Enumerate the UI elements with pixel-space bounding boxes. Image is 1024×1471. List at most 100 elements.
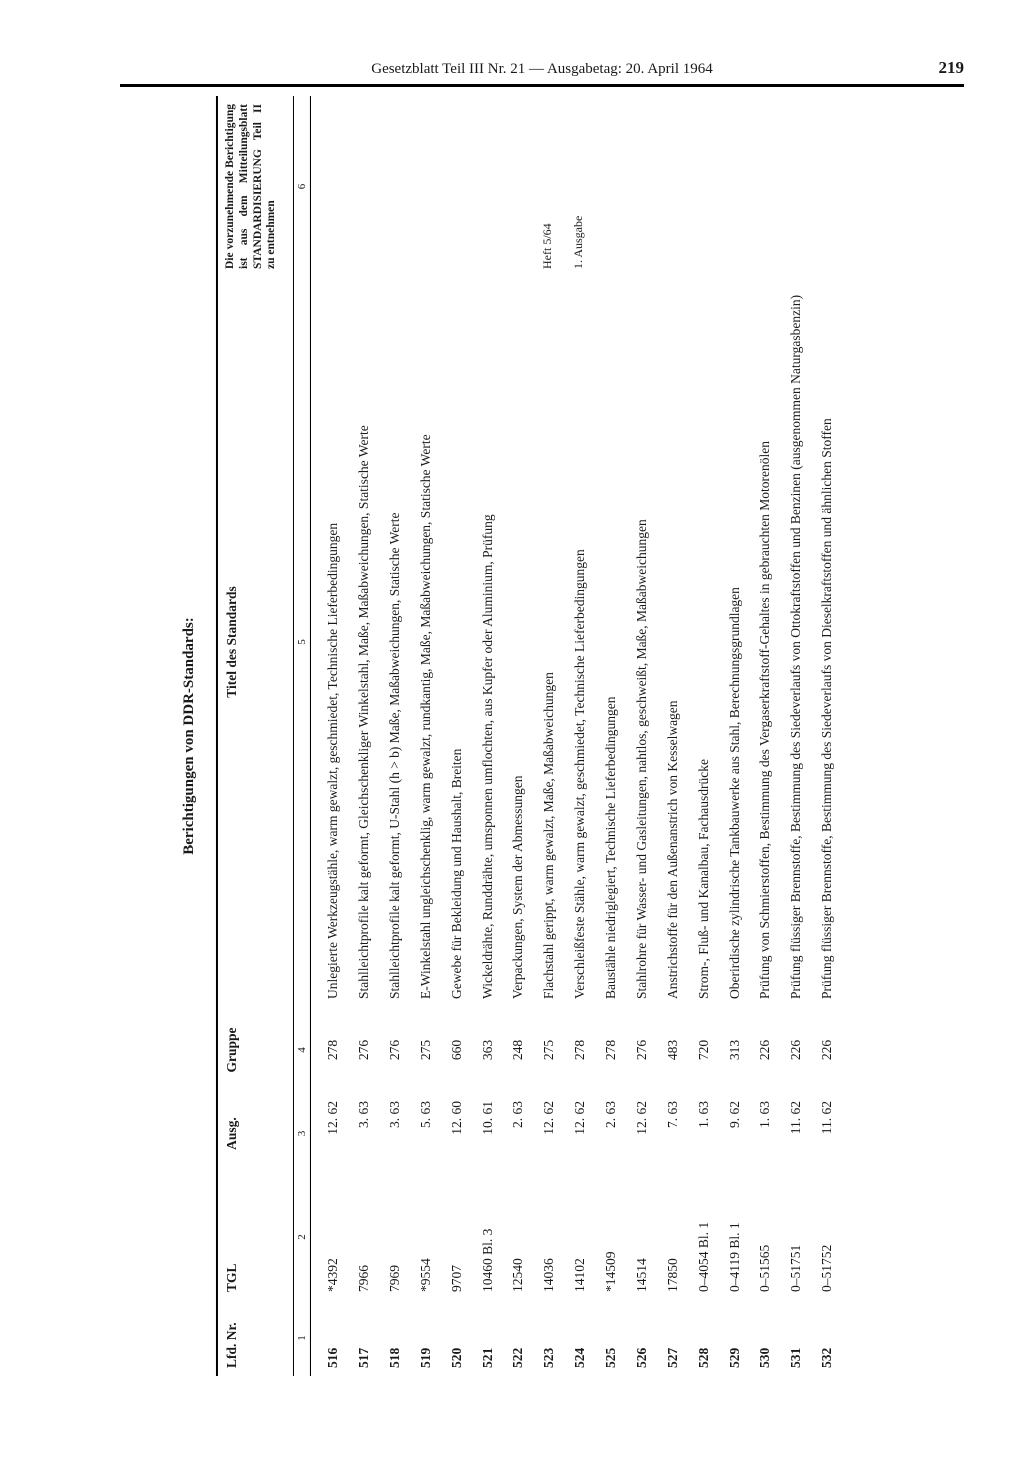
- table-row: 520970712. 60660Gewebe für Bekleidung un…: [442, 96, 473, 1376]
- cell-tgl: 10460 Bl. 3: [473, 1174, 504, 1300]
- cell-titel: Verpackungen, System der Abmessungen: [503, 277, 534, 1007]
- cell-lfd: 530: [750, 1300, 781, 1376]
- cell-lfd: 522: [503, 1300, 534, 1376]
- cell-tgl: 14514: [627, 1174, 658, 1300]
- cell-gruppe: 363: [473, 1007, 504, 1093]
- cell-lfd: 521: [473, 1300, 504, 1376]
- cell-note: [596, 96, 627, 277]
- cell-lfd: 523: [534, 1300, 565, 1376]
- subheader-6: 6: [294, 96, 311, 277]
- cell-ausg: 12. 62: [534, 1093, 565, 1174]
- cell-titel: Wickeldrähte, Runddrähte, umsponnen umfl…: [473, 277, 504, 1007]
- cell-ausg: 11. 62: [781, 1093, 812, 1174]
- cell-ausg: 2. 63: [503, 1093, 534, 1174]
- cell-titel: E-Winkelstahl ungleichschenklig, warm ge…: [411, 277, 442, 1007]
- cell-note: [380, 96, 411, 277]
- cell-gruppe: 226: [750, 1007, 781, 1093]
- table-subheader-row: 1 2 3 4 5 6: [294, 96, 311, 1376]
- cell-ausg: 12. 62: [565, 1093, 596, 1174]
- cell-note: [442, 96, 473, 277]
- cell-tgl: 0–4054 Bl. 1: [689, 1174, 720, 1300]
- cell-note: [812, 96, 843, 277]
- cell-ausg: 2. 63: [596, 1093, 627, 1174]
- cell-titel: Unlegierte Werkzeugstähle, warm gewalzt,…: [311, 277, 349, 1007]
- cell-note: [750, 96, 781, 277]
- cell-note: [411, 96, 442, 277]
- subheader-4: 4: [294, 1007, 311, 1093]
- cell-note: [658, 96, 689, 277]
- table-row: 5290–4119 Bl. 19. 62313Oberirdische zyli…: [720, 96, 751, 1376]
- cell-tgl: 14036: [534, 1174, 565, 1300]
- table-row: 516*439212. 62278Unlegierte Werkzeugstäh…: [311, 96, 349, 1376]
- cell-titel: Stahlleichtprofile kalt geformt, Gleichs…: [349, 277, 380, 1007]
- cell-tgl: 14102: [565, 1174, 596, 1300]
- cell-lfd: 526: [627, 1300, 658, 1376]
- cell-lfd: 528: [689, 1300, 720, 1376]
- cell-titel: Oberirdische zylindrische Tankbauwerke a…: [720, 277, 751, 1007]
- header-title: Gesetzblatt Teil III Nr. 21 — Ausgabetag…: [180, 61, 904, 78]
- cell-gruppe: 276: [380, 1007, 411, 1093]
- cell-titel: Prüfung flüssiger Brennstoffe, Bestimmun…: [781, 277, 812, 1007]
- cell-lfd: 531: [781, 1300, 812, 1376]
- cell-gruppe: 226: [781, 1007, 812, 1093]
- cell-tgl: 0–51565: [750, 1174, 781, 1300]
- cell-lfd: 519: [411, 1300, 442, 1376]
- subheader-1: 1: [294, 1300, 311, 1376]
- cell-titel: Verschleißfeste Stähle, warm gewalzt, ge…: [565, 277, 596, 1007]
- cell-lfd: 520: [442, 1300, 473, 1376]
- cell-gruppe: 276: [627, 1007, 658, 1093]
- cell-note: [473, 96, 504, 277]
- cell-tgl: 7966: [349, 1174, 380, 1300]
- table-row: 522125402. 63248Verpackungen, System der…: [503, 96, 534, 1376]
- cell-lfd: 516: [311, 1300, 349, 1376]
- cell-lfd: 517: [349, 1300, 380, 1376]
- table-row: 527178507. 63483Anstrichstoffe für den A…: [658, 96, 689, 1376]
- cell-titel: Stahlleichtprofile kalt geformt, U-Stahl…: [380, 277, 411, 1007]
- cell-ausg: 12. 62: [627, 1093, 658, 1174]
- cell-lfd: 518: [380, 1300, 411, 1376]
- table-body: 516*439212. 62278Unlegierte Werkzeugstäh…: [311, 96, 843, 1376]
- cell-lfd: 524: [565, 1300, 596, 1376]
- table-row: 525*145092. 63278Baustähle niedriglegier…: [596, 96, 627, 1376]
- subheader-3: 3: [294, 1093, 311, 1174]
- cell-note: [781, 96, 812, 277]
- cell-gruppe: 275: [411, 1007, 442, 1093]
- cell-lfd: 525: [596, 1300, 627, 1376]
- cell-ausg: 11. 62: [812, 1093, 843, 1174]
- table-row: 5300–515651. 63226Prüfung von Schmiersto…: [750, 96, 781, 1376]
- cell-titel: Strom-, Fluß- und Kanalbau, Fachausdrück…: [689, 277, 720, 1007]
- cell-gruppe: 278: [311, 1007, 349, 1093]
- cell-tgl: 12540: [503, 1174, 534, 1300]
- subheader-5: 5: [294, 277, 311, 1007]
- cell-note: [311, 96, 349, 277]
- standards-table: Lfd. Nr. TGL Ausg. Gruppe Titel des Stan…: [216, 96, 843, 1376]
- page-container: Gesetzblatt Teil III Nr. 21 — Ausgabetag…: [0, 0, 1024, 1471]
- cell-note: 1. Ausgabe: [565, 96, 596, 277]
- cell-gruppe: 660: [442, 1007, 473, 1093]
- cell-note: [627, 96, 658, 277]
- cell-gruppe: 226: [812, 1007, 843, 1093]
- cell-ausg: 12. 60: [442, 1093, 473, 1174]
- cell-gruppe: 248: [503, 1007, 534, 1093]
- running-header: Gesetzblatt Teil III Nr. 21 — Ausgabetag…: [120, 50, 964, 85]
- cell-gruppe: 276: [349, 1007, 380, 1093]
- table-row: 519*95545. 63275E-Winkelstahl ungleichsc…: [411, 96, 442, 1376]
- cell-ausg: 9. 62: [720, 1093, 751, 1174]
- cell-note: [689, 96, 720, 277]
- cell-ausg: 10. 61: [473, 1093, 504, 1174]
- cell-tgl: 17850: [658, 1174, 689, 1300]
- table-row: 51879693. 63276Stahlleichtprofile kalt g…: [380, 96, 411, 1376]
- table-row: 5280–4054 Bl. 11. 63720Strom-, Fluß- und…: [689, 96, 720, 1376]
- cell-tgl: 0–51752: [812, 1174, 843, 1300]
- table-row: 51779663. 63276Stahlleichtprofile kalt g…: [349, 96, 380, 1376]
- cell-tgl: 9707: [442, 1174, 473, 1300]
- subheader-2: 2: [294, 1174, 311, 1300]
- table-row: 5231403612. 62275Flachstahl gerippt, war…: [534, 96, 565, 1376]
- cell-lfd: 532: [812, 1300, 843, 1376]
- table-row: 5261451412. 62276Stahlrohre für Wasser- …: [627, 96, 658, 1376]
- cell-ausg: 3. 63: [380, 1093, 411, 1174]
- table-row: 52110460 Bl. 310. 61363Wickeldrähte, Run…: [473, 96, 504, 1376]
- cell-lfd: 529: [720, 1300, 751, 1376]
- cell-gruppe: 275: [534, 1007, 565, 1093]
- cell-gruppe: 313: [720, 1007, 751, 1093]
